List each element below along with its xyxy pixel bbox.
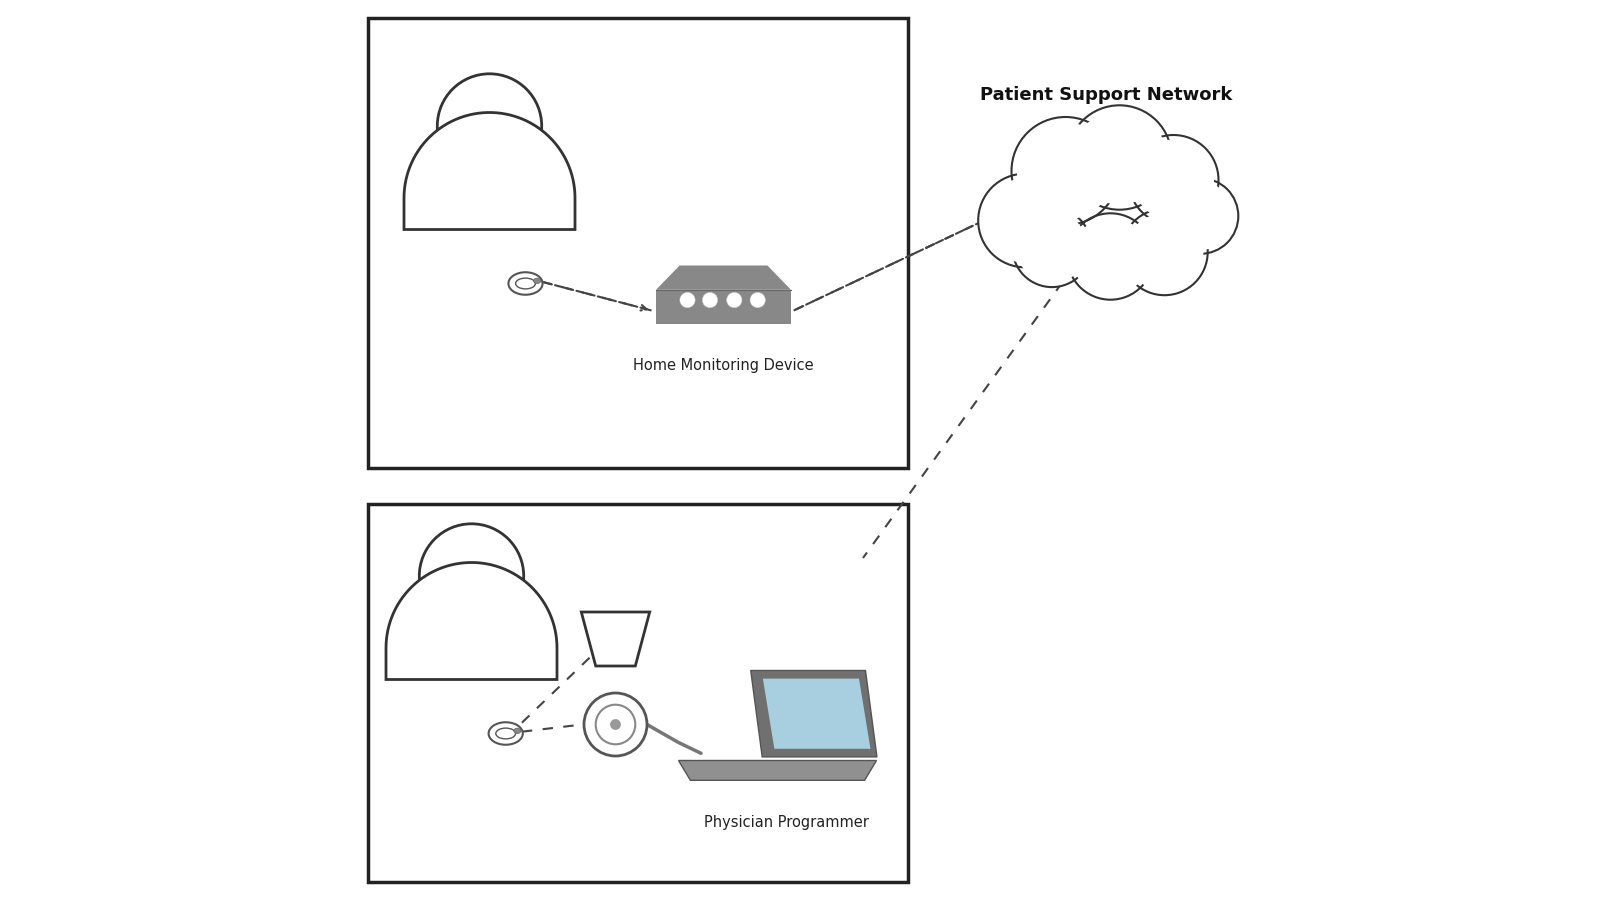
Circle shape [1122, 209, 1208, 295]
Text: Patient Support Network: Patient Support Network [979, 86, 1232, 104]
Circle shape [1016, 212, 1088, 284]
Circle shape [1018, 122, 1114, 220]
Circle shape [702, 292, 718, 308]
Polygon shape [403, 112, 574, 230]
Text: Home Monitoring Device: Home Monitoring Device [634, 358, 814, 374]
Circle shape [750, 292, 765, 308]
Polygon shape [750, 670, 877, 757]
Circle shape [978, 174, 1072, 267]
Polygon shape [678, 760, 877, 780]
Circle shape [1126, 213, 1203, 291]
Polygon shape [386, 562, 557, 680]
Circle shape [437, 74, 542, 178]
Circle shape [726, 292, 742, 308]
Polygon shape [656, 266, 790, 290]
Polygon shape [763, 679, 870, 749]
Circle shape [595, 705, 635, 744]
Ellipse shape [514, 728, 522, 733]
Circle shape [1067, 105, 1171, 210]
Circle shape [1163, 178, 1238, 254]
Circle shape [1067, 213, 1154, 300]
Circle shape [1128, 135, 1219, 225]
Bar [656, 290, 790, 324]
Circle shape [1133, 140, 1214, 220]
Circle shape [1013, 208, 1091, 287]
Bar [368, 18, 909, 468]
Bar [368, 504, 909, 882]
Circle shape [1166, 182, 1235, 250]
Circle shape [610, 719, 621, 730]
Polygon shape [581, 612, 650, 666]
Circle shape [1072, 111, 1166, 204]
Circle shape [584, 693, 646, 756]
Circle shape [1072, 218, 1149, 295]
Ellipse shape [534, 278, 541, 284]
Circle shape [982, 178, 1067, 263]
Text: Physician Programmer: Physician Programmer [704, 814, 869, 830]
Circle shape [1011, 117, 1120, 225]
Circle shape [680, 292, 694, 308]
Circle shape [419, 524, 523, 628]
